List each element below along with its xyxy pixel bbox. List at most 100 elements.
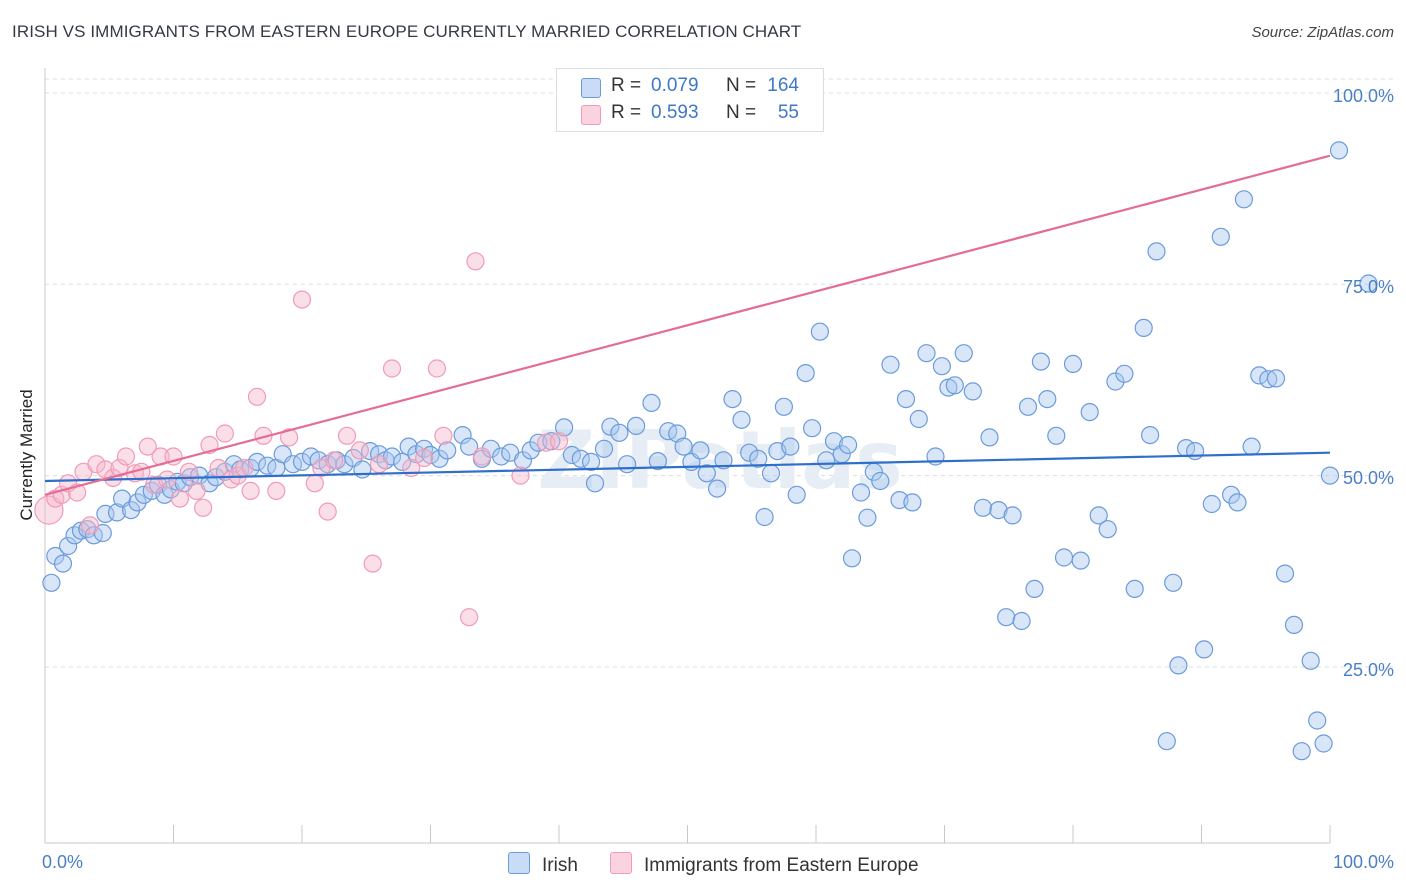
r-value: 0.593 <box>651 102 699 123</box>
data-point <box>980 428 999 447</box>
data-point <box>787 485 806 504</box>
data-point <box>1329 141 1349 160</box>
data-point <box>668 424 687 443</box>
data-point <box>642 393 661 412</box>
y-tick-label-50: 50.0% <box>1342 468 1394 488</box>
series-irish-points <box>42 141 1378 761</box>
data-point <box>363 554 382 573</box>
gridlines <box>45 78 1394 668</box>
stats-box: R = 0.079 N = 164 R = 0.593 N = 55 <box>556 68 824 132</box>
data-point <box>138 437 157 456</box>
data-point <box>851 483 871 502</box>
data-point <box>179 462 198 481</box>
data-point <box>707 479 727 498</box>
trend-lines <box>44 154 1331 496</box>
series-eastern-europe-points <box>34 83 614 627</box>
data-point <box>393 452 412 471</box>
data-point <box>325 451 344 470</box>
data-point <box>335 455 354 474</box>
data-point <box>1194 640 1214 659</box>
data-point <box>1308 711 1327 730</box>
data-point <box>617 455 637 474</box>
r-value: 0.079 <box>651 75 699 96</box>
data-point <box>581 452 601 471</box>
data-point <box>116 447 136 466</box>
eastern-europe-swatch <box>610 852 632 874</box>
data-point <box>434 426 453 445</box>
data-point <box>1063 354 1083 373</box>
data-point <box>46 546 65 566</box>
data-point <box>549 432 569 451</box>
y-axis-label: Currently Married <box>17 389 36 521</box>
data-point <box>1164 573 1183 592</box>
data-point <box>1071 551 1090 570</box>
data-point <box>1202 494 1221 514</box>
data-point <box>594 439 614 458</box>
data-point <box>1292 742 1311 761</box>
data-point <box>1147 242 1166 261</box>
data-point <box>1089 506 1108 525</box>
data-point <box>871 471 890 491</box>
data-point <box>896 390 916 409</box>
data-point <box>215 424 234 443</box>
data-point <box>881 355 900 374</box>
data-point <box>267 481 286 500</box>
data-point <box>427 359 446 378</box>
n-label: N = <box>726 75 757 96</box>
data-point <box>1211 227 1230 246</box>
data-point <box>932 357 952 376</box>
data-point <box>1359 274 1378 293</box>
legend-item-irish[interactable]: Irish <box>508 852 578 877</box>
n-value: 164 <box>767 75 799 96</box>
data-point <box>838 435 858 455</box>
data-point <box>194 498 213 517</box>
irish-swatch <box>508 852 530 874</box>
data-point <box>1275 564 1295 583</box>
trend-line-1 <box>44 154 1331 496</box>
data-point <box>610 423 629 442</box>
data-point <box>1003 506 1022 525</box>
data-point <box>1098 520 1117 539</box>
data-point <box>241 481 260 500</box>
data-point <box>562 445 582 465</box>
data-point <box>1115 364 1134 383</box>
data-point <box>1038 390 1057 409</box>
data-point <box>1134 318 1153 337</box>
legend-label: Irish <box>542 855 578 876</box>
data-point <box>1125 579 1144 599</box>
data-point <box>438 441 457 460</box>
data-point <box>128 493 147 512</box>
data-point <box>1169 656 1188 675</box>
data-point <box>723 390 742 409</box>
data-point <box>80 516 100 535</box>
data-point <box>453 426 472 445</box>
data-point <box>280 428 299 447</box>
data-point <box>858 508 877 527</box>
data-point <box>749 449 768 468</box>
data-point <box>1185 442 1205 461</box>
data-point <box>1228 493 1247 512</box>
data-point <box>460 608 479 627</box>
data-point <box>337 426 357 445</box>
data-point <box>963 382 982 401</box>
data-point <box>585 474 605 493</box>
data-point <box>810 322 830 341</box>
data-point <box>842 549 862 568</box>
n-value: 55 <box>777 102 799 123</box>
data-point <box>697 464 716 483</box>
y-tick-label-100: 100.0% <box>1332 86 1394 106</box>
data-point <box>187 481 206 500</box>
data-point <box>761 464 781 483</box>
data-point <box>247 387 267 406</box>
data-point <box>1054 548 1074 567</box>
data-point <box>318 502 337 521</box>
data-point <box>917 344 936 363</box>
data-point <box>714 451 733 470</box>
data-point <box>87 455 106 474</box>
data-point <box>1047 426 1066 445</box>
data-point <box>1018 397 1038 416</box>
data-point <box>732 410 751 429</box>
legend-item-eastern-europe[interactable]: Immigrants from Eastern Europe <box>610 852 919 877</box>
data-point <box>781 437 800 456</box>
data-point <box>292 290 312 309</box>
